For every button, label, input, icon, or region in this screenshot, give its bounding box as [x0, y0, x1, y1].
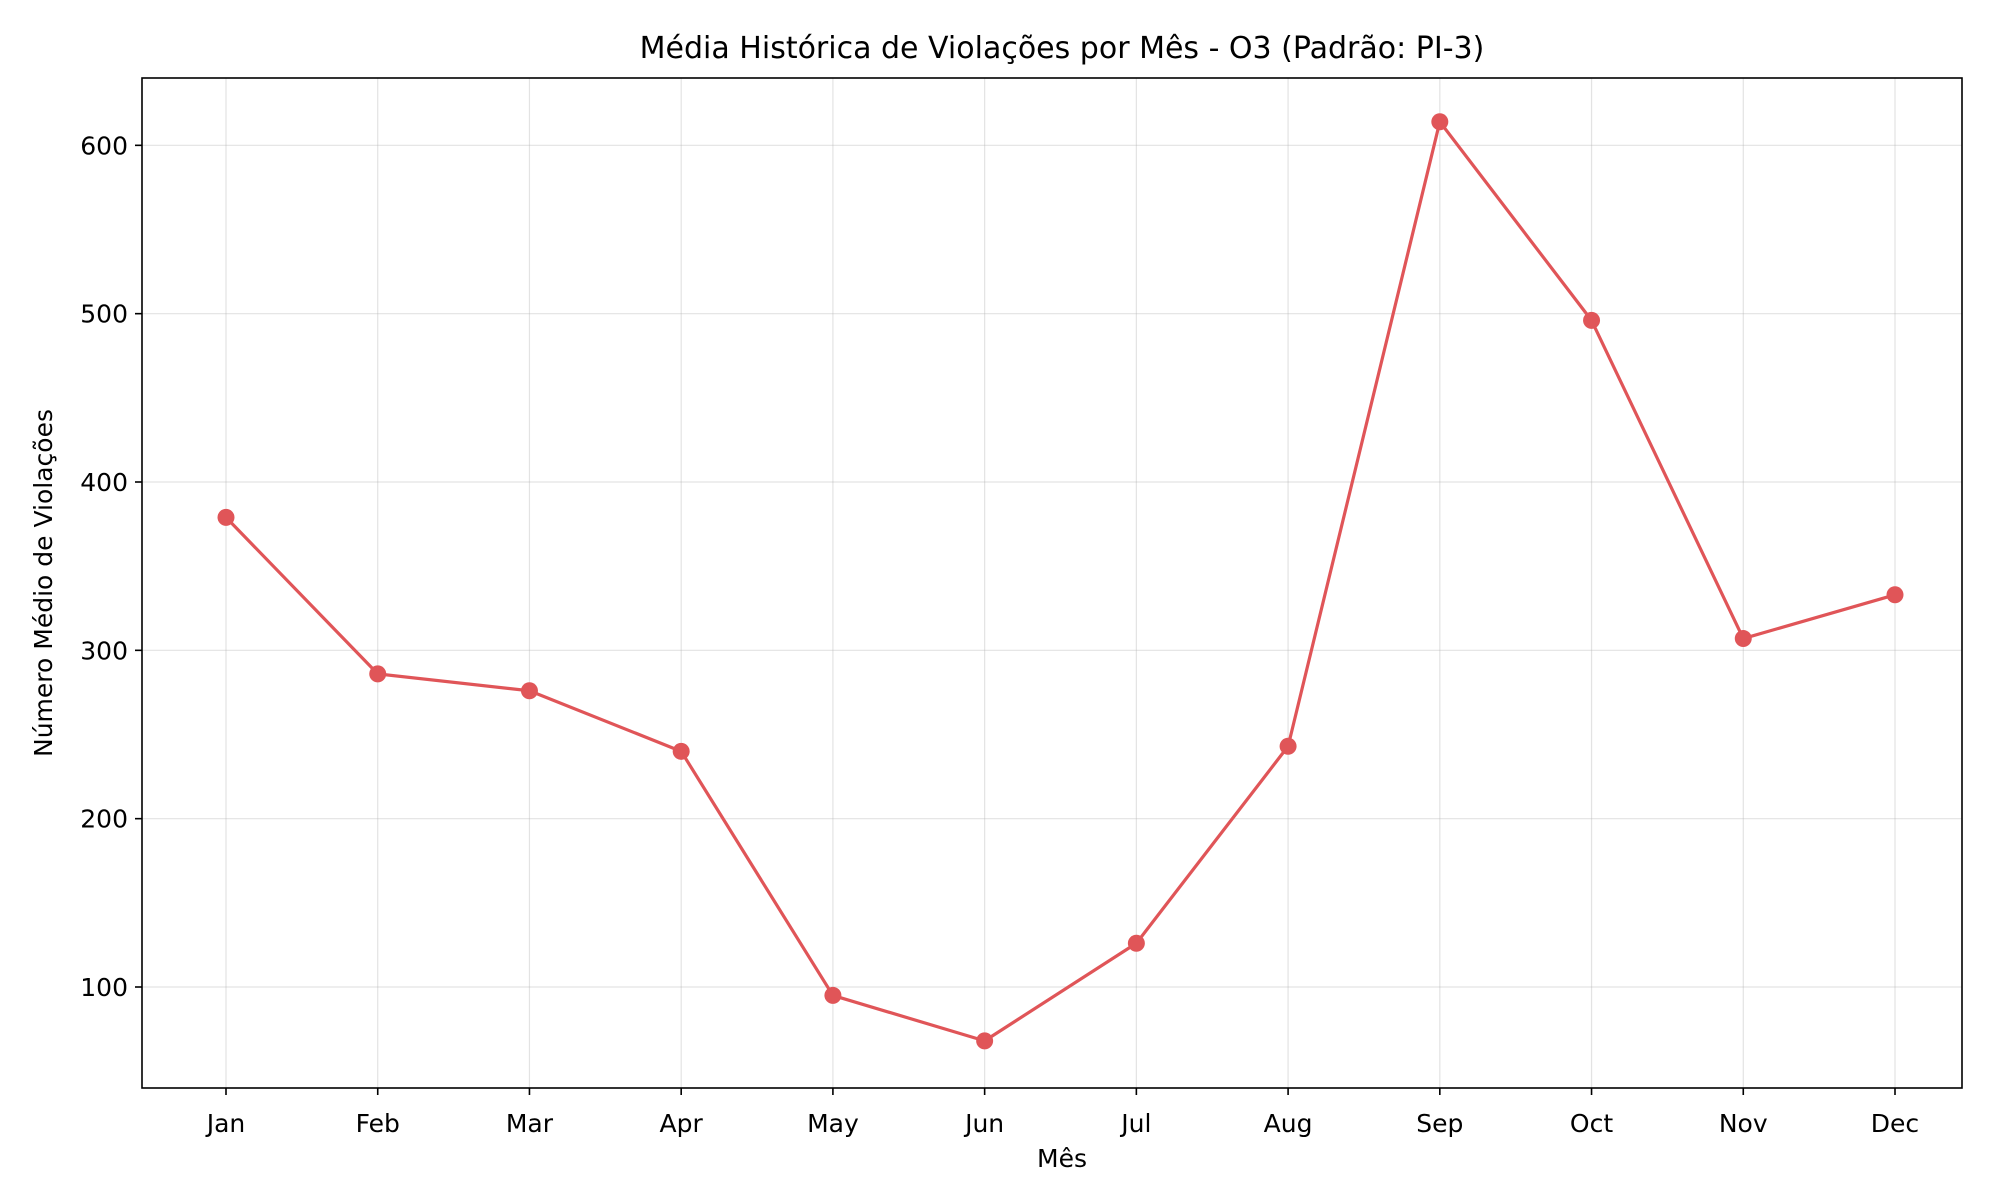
y-axis-label: Número Médio de Violações [29, 409, 58, 757]
data-point [1127, 934, 1145, 952]
grid [142, 78, 1962, 1088]
x-tick-label: Jun [963, 1109, 1004, 1138]
plot-frame [141, 77, 1963, 1089]
data-point [976, 1032, 994, 1050]
chart-title: Média Histórica de Violações por Mês - O… [640, 31, 1485, 66]
x-tick-label: Sep [1416, 1109, 1463, 1138]
series-layer [217, 113, 1904, 1050]
y-tick-label: 300 [80, 636, 128, 665]
x-tick-label: Mar [506, 1109, 554, 1138]
y-tick-label: 500 [80, 300, 128, 329]
data-point [520, 682, 538, 700]
y-tick-label: 400 [80, 468, 128, 497]
y-tick-label: 600 [80, 131, 128, 160]
x-tick-label: Aug [1264, 1109, 1313, 1138]
x-tick-label: Jul [1119, 1109, 1151, 1138]
data-point [824, 986, 842, 1004]
x-axis-label: Mês [1037, 1144, 1087, 1173]
x-tick-label: Feb [356, 1109, 400, 1138]
x-tick-label: Jan [205, 1109, 246, 1138]
x-tick-label: May [807, 1109, 859, 1138]
data-point [1734, 630, 1752, 648]
data-point [369, 665, 387, 683]
data-point [1886, 586, 1904, 604]
x-tick-label: Apr [660, 1109, 704, 1138]
data-point [217, 508, 235, 526]
x-tick-label: Dec [1871, 1109, 1919, 1138]
y-tick-label: 200 [80, 805, 128, 834]
y-tick-label: 100 [80, 973, 128, 1002]
data-point [1583, 311, 1601, 329]
series-line [224, 120, 1896, 1043]
data-point [672, 742, 690, 760]
x-tick-label: Oct [1570, 1109, 1613, 1138]
axis-ticks: Jan Feb Mar Apr May Jun Jul Aug Sep Oct Nov Dec 100 2… [80, 131, 1919, 1138]
data-point [1431, 113, 1449, 131]
x-tick-label: Nov [1719, 1109, 1768, 1138]
data-point [1279, 737, 1297, 755]
